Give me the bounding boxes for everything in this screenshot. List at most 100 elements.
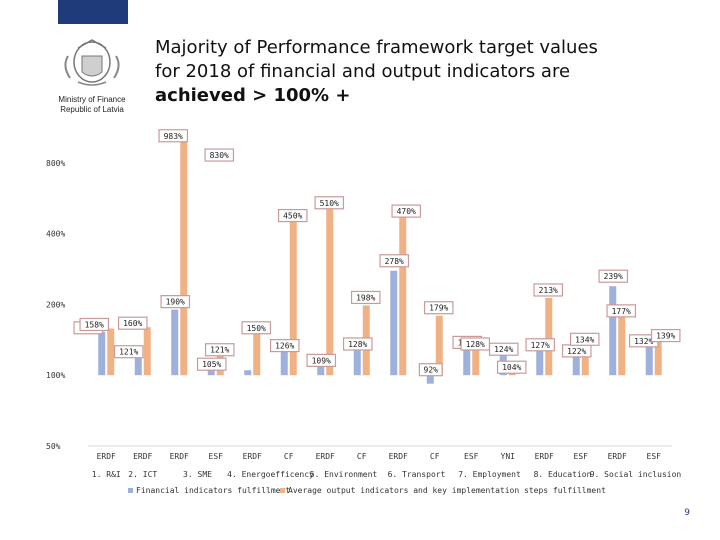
output-value-label: 510%: [320, 199, 339, 208]
logo-line-1: Ministry of Finance: [58, 95, 126, 104]
output-value-label: 179%: [429, 304, 448, 313]
financial-value-label: 121%: [119, 348, 138, 357]
output-value-label: 104%: [502, 363, 521, 372]
financial-bar: [536, 350, 544, 376]
financial-value-label-box: [525, 338, 556, 352]
output-value-label-box: [204, 343, 235, 357]
output-value-label-box: [606, 304, 637, 318]
output-value-label-box: [423, 301, 454, 315]
financial-value-label-box: [488, 342, 519, 356]
x-tick-label: ESF: [647, 452, 662, 461]
brand-bar: [58, 0, 128, 24]
y-tick-label: 100%: [46, 371, 65, 380]
group-label: 1. R&I: [92, 470, 121, 479]
y-tick-label: 50%: [46, 442, 61, 451]
financial-bar: [426, 375, 434, 384]
financial-bar: [609, 286, 617, 376]
financial-value-label: 132%: [634, 337, 653, 346]
financial-bar: [572, 354, 580, 376]
financial-value-label-box: [598, 269, 629, 283]
output-value-label-box: [650, 328, 681, 343]
output-bar: [581, 345, 589, 376]
legend-swatch-financial: [128, 488, 133, 493]
financial-value-label-box: [160, 295, 191, 309]
output-value-label: 128%: [466, 340, 485, 349]
financial-bar: [317, 366, 325, 376]
output-bar: [143, 327, 151, 376]
x-tick-label: CF: [357, 452, 367, 461]
x-tick-label: ESF: [464, 452, 479, 461]
output-value-label-box: [117, 316, 148, 330]
x-tick-label: ERDF: [243, 452, 262, 461]
x-tick-label: ERDF: [316, 452, 335, 461]
output-bar: [180, 141, 188, 376]
group-label: 6. Transport: [388, 470, 446, 479]
financial-bar: [171, 309, 179, 376]
group-label: 7. Employment: [458, 470, 521, 479]
output-bar: [289, 221, 297, 376]
output-value-label-box: [277, 208, 308, 223]
financial-bar: [98, 331, 106, 376]
group-label: 4. Energoefficency: [227, 470, 314, 479]
group-label: 3. SME: [183, 470, 212, 479]
page-title: Majority of Performance framework target…: [155, 36, 695, 108]
output-value-label-box: [496, 360, 527, 374]
financial-value-label-box: [418, 363, 443, 377]
output-bar: [472, 349, 480, 376]
output-value-label-box: [533, 283, 564, 297]
extra-value-label: 830%: [210, 151, 229, 160]
financial-value-label: 105%: [202, 360, 221, 369]
financial-bar: [463, 348, 471, 376]
financial-value-label: 109%: [312, 356, 331, 365]
output-value-label: 121%: [210, 346, 229, 355]
output-value-label-box: [350, 290, 381, 305]
x-tick-label: ERDF: [97, 452, 116, 461]
financial-value-label-box: [196, 357, 227, 371]
financial-bar: [207, 370, 215, 376]
x-tick-label: CF: [284, 452, 294, 461]
output-bar: [326, 208, 334, 376]
group-label: 8. Education: [534, 470, 592, 479]
title-line-2: for 2018 of financial and output indicat…: [155, 61, 571, 82]
coat-of-arms-icon: Ministry of Finance Republic of Latvia: [58, 39, 126, 114]
x-tick-label: ERDF: [170, 452, 189, 461]
output-value-label-box: [314, 196, 345, 210]
financial-value-label: 239%: [604, 272, 623, 281]
y-tick-label: 400%: [46, 230, 65, 239]
title-line-1: Majority of Performance framework target…: [155, 37, 598, 58]
output-value-label: 134%: [575, 335, 594, 344]
financial-value-label: 124%: [494, 345, 513, 354]
output-bar: [618, 316, 626, 376]
output-value-label-box: [391, 204, 422, 218]
x-tick-label: ERDF: [133, 452, 152, 461]
financial-value-label: 122%: [567, 347, 586, 356]
ministry-logo: Ministry of Finance Republic of Latvia: [48, 36, 136, 126]
group-label: 2. ICT: [128, 470, 157, 479]
financial-bar: [134, 355, 142, 376]
output-bar: [654, 341, 662, 376]
x-tick-label: ERDF: [389, 452, 408, 461]
financial-bar: [645, 346, 653, 376]
x-tick-label: CF: [430, 452, 440, 461]
output-bar: [435, 315, 443, 376]
x-tick-label: ERDF: [608, 452, 627, 461]
extra-value-label-box: [204, 148, 235, 162]
legend-label-financial: Financial indicators fulfillment: [136, 486, 290, 495]
page-number: 9: [684, 508, 690, 518]
output-bar: [107, 328, 115, 376]
x-tick-label: ESF: [574, 452, 589, 461]
output-value-label: 139%: [656, 332, 675, 341]
financial-value-label-box: [306, 353, 337, 367]
output-value-label-box: [241, 321, 272, 335]
financial-bar: [353, 349, 361, 376]
financial-value-label-box: [269, 338, 300, 353]
y-tick-label: 800%: [46, 159, 65, 168]
financial-bar: [280, 351, 288, 376]
output-value-label: 983%: [164, 132, 183, 141]
output-value-label-box: [79, 317, 110, 332]
group-label: 9. Social inclusion: [590, 470, 682, 479]
output-bar: [253, 333, 261, 376]
financial-value-label: 92%: [424, 366, 439, 375]
output-bar: [545, 297, 553, 376]
